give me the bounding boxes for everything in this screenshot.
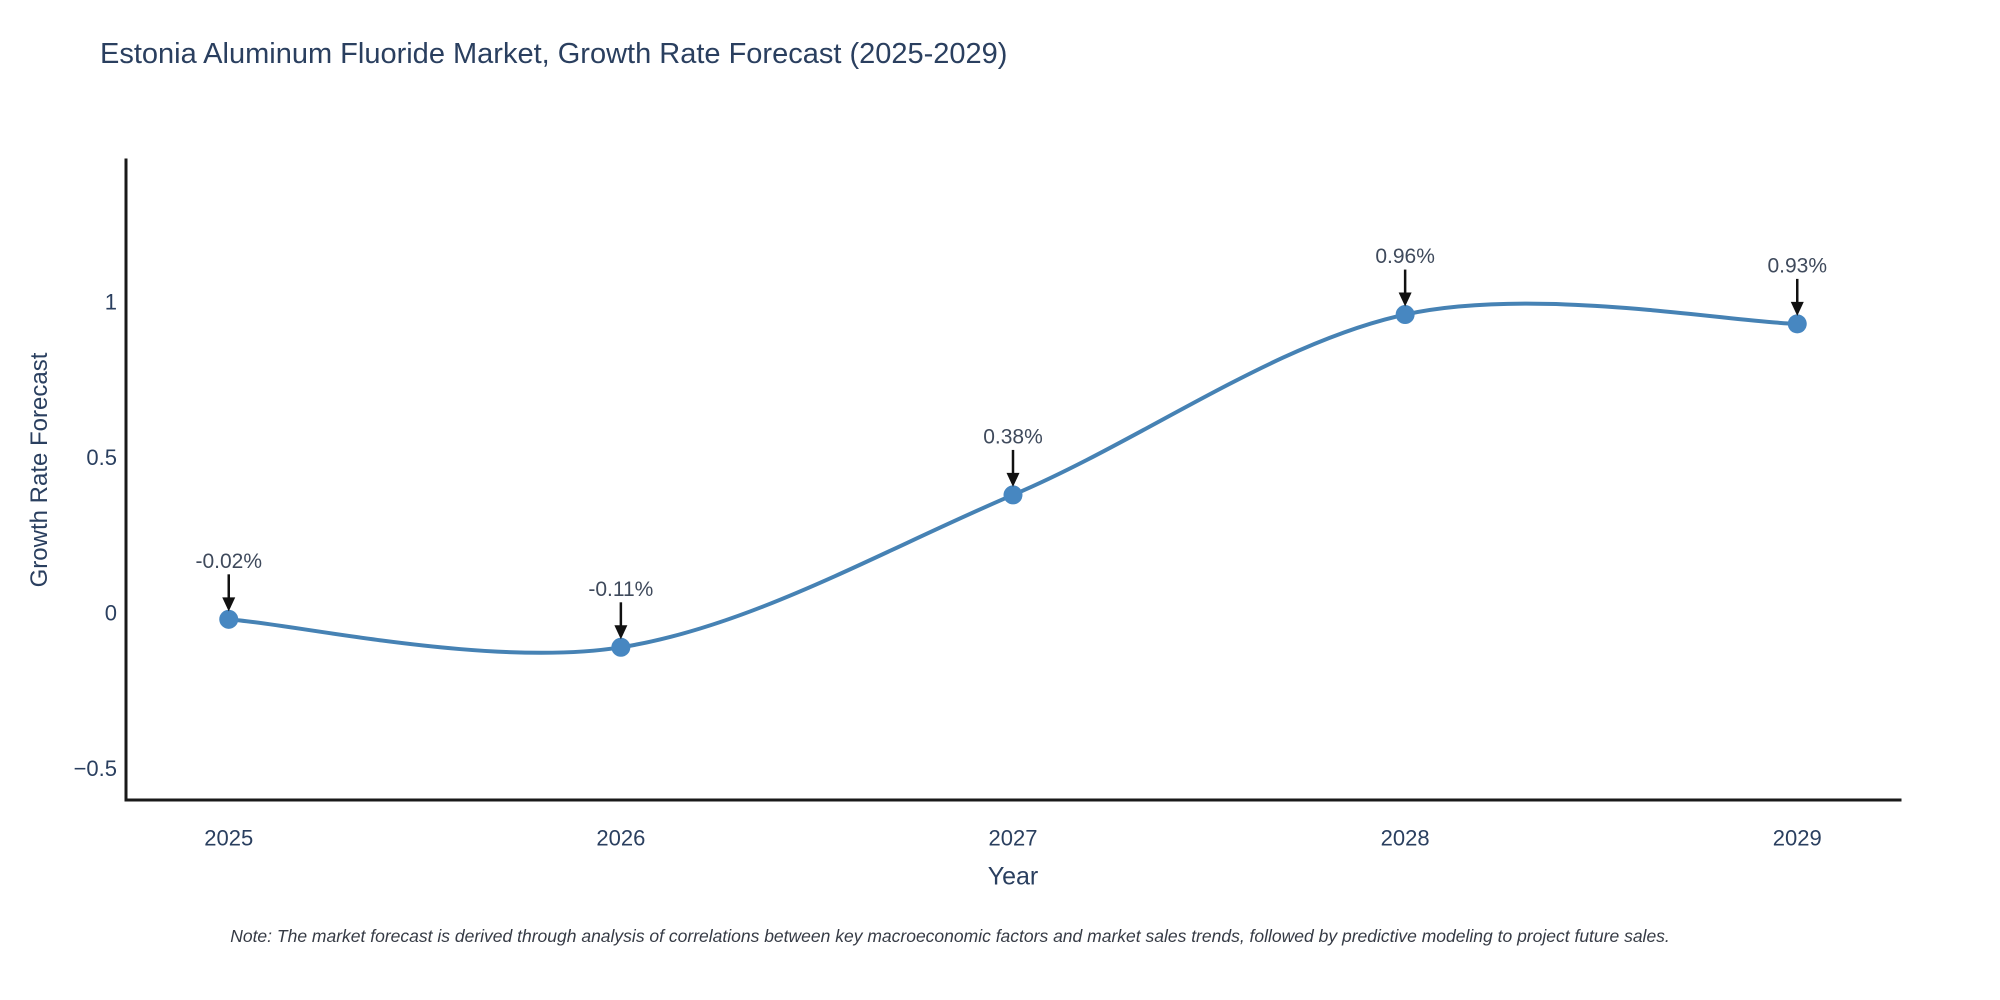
- annotation-label: 0.38%: [983, 425, 1043, 448]
- footnote: Note: The market forecast is derived thr…: [230, 926, 1670, 946]
- annotation-label: 0.93%: [1767, 254, 1827, 277]
- x-tick-label: 2026: [596, 826, 645, 851]
- annotation-arrowhead: [614, 625, 628, 640]
- annotation-label: 0.96%: [1375, 245, 1435, 268]
- annotation-arrowhead: [1398, 292, 1412, 307]
- chart-title: Estonia Aluminum Fluoride Market, Growth…: [100, 38, 1008, 70]
- y-axis-title: Growth Rate Forecast: [26, 352, 53, 588]
- x-tick-label: 2029: [1773, 826, 1822, 851]
- y-tick-label: 1: [105, 290, 117, 315]
- x-tick-label: 2025: [204, 826, 253, 851]
- data-point-marker: [1787, 314, 1807, 334]
- data-point-marker: [611, 637, 631, 657]
- y-tick-label: 0: [105, 601, 117, 626]
- data-point-marker: [1395, 305, 1415, 325]
- annotation-arrowhead: [222, 597, 236, 612]
- y-tick-label: −0.5: [74, 756, 117, 781]
- annotation-arrowhead: [1790, 301, 1804, 316]
- annotation-arrowhead: [1006, 472, 1020, 487]
- axis-lines: [124, 158, 1902, 802]
- x-axis-title: Year: [987, 862, 1039, 891]
- data-point-marker: [219, 609, 239, 629]
- data-point-marker: [1003, 485, 1023, 505]
- x-tick-label: 2028: [1381, 826, 1430, 851]
- y-tick-label: 0.5: [86, 445, 117, 470]
- x-tick-label: 2027: [989, 826, 1038, 851]
- annotation-label: -0.02%: [195, 550, 262, 573]
- annotation-label: -0.11%: [588, 578, 653, 601]
